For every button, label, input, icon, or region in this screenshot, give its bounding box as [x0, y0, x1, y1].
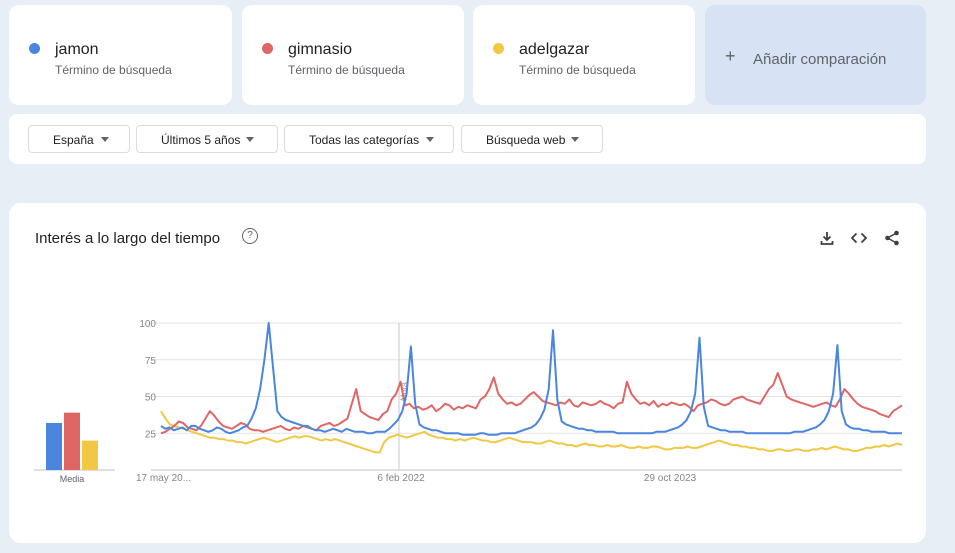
share-icon[interactable]: [883, 229, 901, 247]
chevron-down-icon: [571, 137, 579, 142]
plus-icon: +: [725, 46, 736, 66]
series-color-dot: [493, 43, 504, 54]
series-color-dot: [29, 43, 40, 54]
embed-icon[interactable]: [850, 229, 868, 247]
chevron-down-icon: [101, 137, 109, 142]
add-comparison-button[interactable]: + Añadir comparación: [705, 5, 926, 105]
term-name: adelgazar: [519, 41, 590, 58]
category-value: Todas las categorías: [309, 133, 420, 147]
term-type-label: Término de búsqueda: [288, 63, 405, 77]
term-name: jamon: [55, 41, 99, 58]
chevron-down-icon: [246, 137, 254, 142]
term-card-gimnasio[interactable]: gimnasio Término de búsqueda: [242, 5, 464, 105]
interest-over-time-panel: Interés a lo largo del tiempo ? 100 75 50 2…: [9, 203, 926, 543]
category-dropdown[interactable]: Todas las categorías: [284, 125, 454, 153]
average-bar-adelgazar: [82, 440, 98, 470]
add-comparison-label: Añadir comparación: [753, 51, 887, 68]
x-tick-label: 6 feb 2022: [377, 473, 425, 484]
y-tick-label: 75: [145, 356, 157, 367]
average-label: Media: [60, 474, 85, 484]
average-bar-gimnasio: [64, 412, 80, 470]
interest-line-chart: 100 75 50 25 Nota 17 may 20... 6 feb 2022 29 oc…: [34, 319, 903, 484]
term-name: gimnasio: [288, 41, 353, 58]
period-value: Últimos 5 años: [161, 133, 241, 147]
series-line-jamon: [160, 322, 902, 436]
filters-bar: España Últimos 5 años Todas las categorí…: [9, 114, 926, 164]
x-tick-label: 17 may 20...: [136, 473, 191, 484]
series-color-dot: [262, 43, 273, 54]
period-dropdown[interactable]: Últimos 5 años: [136, 125, 278, 153]
term-type-label: Término de búsqueda: [519, 63, 636, 77]
chevron-down-icon: [426, 137, 434, 142]
download-icon[interactable]: [818, 229, 836, 247]
average-bar-jamon: [46, 422, 62, 470]
region-value: España: [53, 133, 94, 147]
note-marker-label: Nota: [399, 382, 409, 401]
y-tick-label: 100: [139, 319, 156, 330]
region-dropdown[interactable]: España: [28, 125, 130, 153]
y-tick-label: 50: [145, 393, 157, 404]
search-type-value: Búsqueda web: [486, 133, 566, 147]
series-line-adelgazar: [160, 410, 903, 454]
term-type-label: Término de búsqueda: [55, 63, 172, 77]
y-tick-label: 25: [145, 429, 157, 440]
series-line-gimnasio: [160, 372, 903, 435]
panel-title: Interés a lo largo del tiempo: [35, 230, 221, 247]
term-card-adelgazar[interactable]: adelgazar Término de búsqueda: [473, 5, 695, 105]
search-type-dropdown[interactable]: Búsqueda web: [461, 125, 603, 153]
help-icon[interactable]: ?: [242, 228, 258, 244]
term-card-jamon[interactable]: jamon Término de búsqueda: [9, 5, 232, 105]
x-tick-label: 29 oct 2023: [644, 473, 697, 484]
